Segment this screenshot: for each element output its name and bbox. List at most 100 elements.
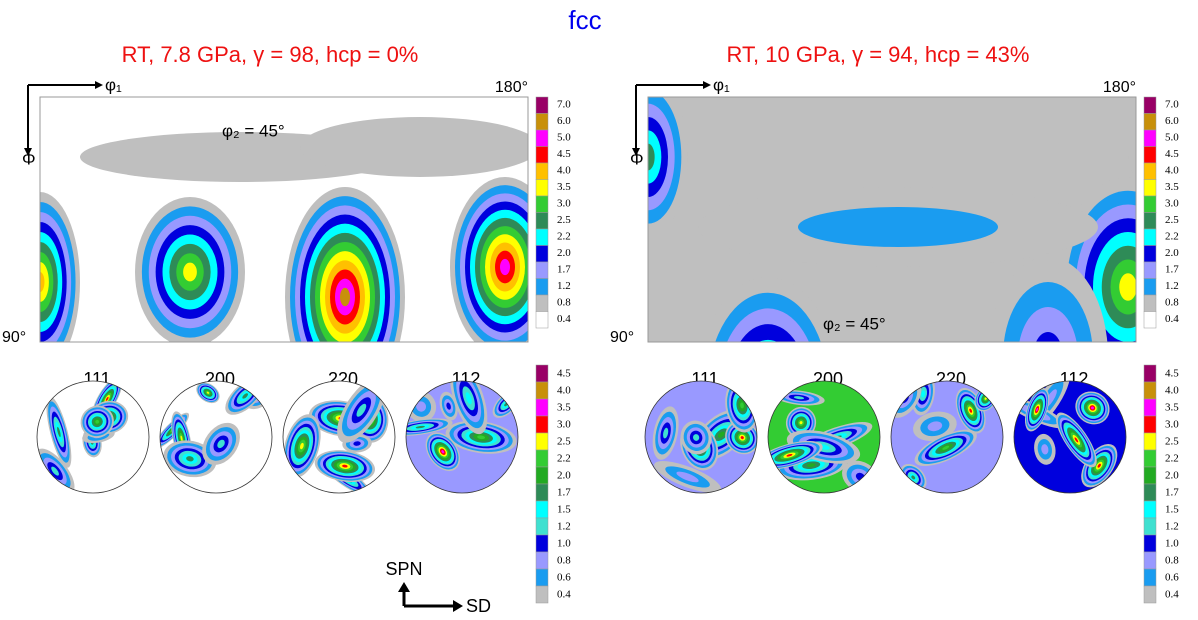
contour bbox=[1128, 137, 1136, 177]
legend-swatch bbox=[1143, 585, 1157, 604]
legend-swatch bbox=[1143, 311, 1157, 329]
contour bbox=[969, 408, 973, 413]
legend-swatch bbox=[1143, 162, 1157, 180]
legend-label: 1.7 bbox=[557, 487, 571, 499]
legend-swatch bbox=[535, 113, 549, 131]
contour bbox=[911, 475, 916, 480]
legend-swatch bbox=[1143, 500, 1157, 519]
legend-label: 4.5 bbox=[1165, 148, 1179, 160]
legend-swatch bbox=[535, 311, 549, 329]
legend-label: 3.5 bbox=[557, 181, 571, 193]
legend-swatch bbox=[535, 568, 549, 587]
pf-outline bbox=[282, 380, 396, 494]
legend-swatch bbox=[535, 449, 549, 468]
legend-swatch bbox=[1143, 228, 1157, 246]
legend-label: 0.4 bbox=[557, 313, 571, 325]
contour bbox=[786, 453, 793, 457]
contour bbox=[1091, 406, 1094, 410]
contour bbox=[1119, 273, 1136, 301]
legend-swatch bbox=[1143, 261, 1157, 279]
axis-end-label: 180° bbox=[1103, 79, 1136, 96]
legend-swatch bbox=[535, 179, 549, 197]
legend-swatch bbox=[1143, 129, 1157, 147]
axis-label: SD bbox=[466, 596, 491, 616]
legend-swatch bbox=[1143, 517, 1157, 536]
contour bbox=[740, 436, 744, 440]
panel-title: RT, 7.8 GPa, γ = 98, hcp = 0% bbox=[122, 42, 419, 67]
legend-label: 1.7 bbox=[557, 264, 571, 276]
legend-label: 1.5 bbox=[1165, 504, 1179, 516]
contour bbox=[415, 425, 425, 429]
legend-swatch bbox=[535, 381, 549, 400]
contour bbox=[342, 464, 348, 468]
legend-label: 0.4 bbox=[1165, 313, 1179, 325]
legend-label: 0.8 bbox=[557, 297, 571, 309]
legend-swatch bbox=[1143, 466, 1157, 485]
legend-label: 1.7 bbox=[1165, 264, 1179, 276]
legend-swatch bbox=[535, 517, 549, 536]
legend-swatch bbox=[535, 483, 549, 502]
contour bbox=[242, 393, 249, 399]
pole-figure bbox=[891, 381, 1003, 493]
pf-outline bbox=[405, 380, 519, 494]
legend-swatch bbox=[535, 96, 549, 114]
legend-swatch bbox=[1143, 534, 1157, 553]
legend-swatch bbox=[1143, 113, 1157, 131]
legend-swatch bbox=[535, 466, 549, 485]
contour bbox=[300, 442, 304, 450]
contour bbox=[1041, 444, 1049, 455]
legend-label: 4.0 bbox=[557, 385, 571, 397]
legend-label: 6.0 bbox=[557, 115, 571, 127]
figure-title: fcc bbox=[568, 5, 601, 35]
legend-label: 2.5 bbox=[1165, 436, 1179, 448]
contour bbox=[206, 391, 210, 394]
legend-swatch bbox=[535, 228, 549, 246]
legend-label: 3.5 bbox=[1165, 402, 1179, 414]
legend-label: 1.2 bbox=[1165, 521, 1179, 533]
contour bbox=[105, 396, 109, 401]
contour bbox=[927, 421, 943, 432]
pole-figure bbox=[283, 381, 395, 493]
legend-label: 3.0 bbox=[1165, 198, 1179, 210]
contour bbox=[759, 339, 777, 342]
legend-label: 2.0 bbox=[1165, 247, 1179, 259]
legend-label: 2.5 bbox=[557, 214, 571, 226]
Phi-label: Φ bbox=[630, 149, 644, 168]
legend-swatch bbox=[1143, 364, 1157, 383]
legend-label: 5.0 bbox=[1165, 132, 1179, 144]
odf-frame bbox=[39, 96, 529, 343]
legend-swatch bbox=[535, 261, 549, 279]
legend-swatch bbox=[535, 551, 549, 570]
legend-label: 0.6 bbox=[1165, 572, 1179, 584]
legend-swatch bbox=[535, 245, 549, 263]
legend-swatch bbox=[1143, 398, 1157, 417]
contour bbox=[477, 435, 486, 440]
contour bbox=[500, 258, 510, 276]
legend-swatch bbox=[535, 364, 549, 383]
contour bbox=[942, 445, 950, 450]
contour bbox=[57, 426, 61, 438]
pole-figure bbox=[160, 381, 272, 493]
legend-swatch bbox=[535, 432, 549, 451]
legend-swatch bbox=[1143, 278, 1157, 296]
legend-label: 0.8 bbox=[1165, 297, 1179, 309]
pole-figure bbox=[768, 381, 880, 493]
legend-label: 0.4 bbox=[1165, 589, 1179, 601]
phi2-label: φ₂ = 45° bbox=[222, 121, 285, 140]
legend-label: 3.5 bbox=[557, 402, 571, 414]
legend-swatch bbox=[535, 585, 549, 604]
Phi-label: Φ bbox=[22, 149, 36, 168]
legend-swatch bbox=[1143, 551, 1157, 570]
legend-label: 3.0 bbox=[557, 419, 571, 431]
contour bbox=[446, 402, 451, 410]
contour bbox=[40, 272, 45, 292]
legend-label: 2.0 bbox=[557, 470, 571, 482]
contour bbox=[186, 456, 194, 462]
legend-swatch bbox=[535, 212, 549, 230]
legend-swatch bbox=[535, 195, 549, 213]
legend-label: 1.2 bbox=[557, 280, 571, 292]
contour bbox=[793, 396, 805, 400]
contour bbox=[1036, 332, 1060, 342]
contour bbox=[340, 287, 350, 307]
contour bbox=[984, 397, 987, 400]
